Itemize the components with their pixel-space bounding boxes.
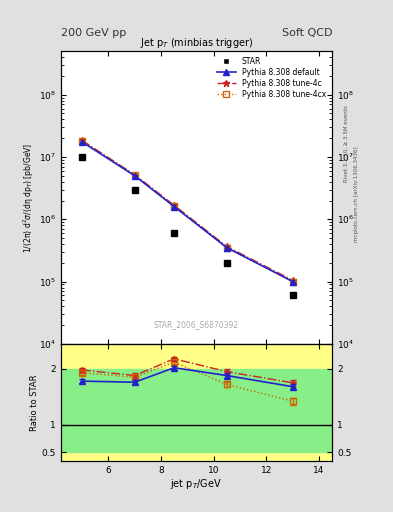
Legend: STAR, Pythia 8.308 default, Pythia 8.308 tune-4c, Pythia 8.308 tune-4cx: STAR, Pythia 8.308 default, Pythia 8.308… — [214, 55, 328, 101]
Title: Jet p$_T$ (minbias trigger): Jet p$_T$ (minbias trigger) — [140, 36, 253, 50]
Pythia 8.308 default — [224, 245, 229, 251]
Pythia 8.308 default — [132, 173, 137, 179]
STAR — [80, 154, 84, 160]
Text: Rivet 3.1.10, ≥ 3.5M events: Rivet 3.1.10, ≥ 3.5M events — [344, 105, 349, 182]
Line: Pythia 8.308 tune-4cx: Pythia 8.308 tune-4cx — [79, 138, 296, 284]
Text: STAR_2006_S6870392: STAR_2006_S6870392 — [154, 320, 239, 329]
Y-axis label: 1/(2π) d$^2σ$/(dη dp$_T$) [pb/GeV]: 1/(2π) d$^2σ$/(dη dp$_T$) [pb/GeV] — [22, 142, 36, 252]
Pythia 8.308 default — [290, 279, 295, 285]
Pythia 8.308 tune-4c — [172, 202, 176, 208]
Text: Soft QCD: Soft QCD — [282, 28, 332, 38]
Pythia 8.308 tune-4cx — [172, 203, 176, 209]
Pythia 8.308 default — [172, 203, 176, 209]
STAR — [172, 230, 176, 236]
Text: mcplots.cern.ch [arXiv:1306.3436]: mcplots.cern.ch [arXiv:1306.3436] — [354, 147, 359, 242]
Pythia 8.308 tune-4cx — [132, 172, 137, 178]
Bar — [61, 369, 332, 453]
Line: Pythia 8.308 tune-4c: Pythia 8.308 tune-4c — [79, 137, 296, 284]
Y-axis label: Ratio to STAR: Ratio to STAR — [30, 374, 39, 431]
Bar — [61, 344, 332, 461]
Text: 200 GeV pp: 200 GeV pp — [61, 28, 126, 38]
Line: STAR: STAR — [79, 154, 296, 299]
STAR — [132, 186, 137, 193]
Pythia 8.308 default — [80, 139, 84, 145]
Pythia 8.308 tune-4cx — [290, 279, 295, 285]
Pythia 8.308 tune-4cx — [224, 245, 229, 251]
STAR — [290, 292, 295, 298]
Pythia 8.308 tune-4c — [80, 137, 84, 143]
Pythia 8.308 tune-4c — [290, 277, 295, 283]
Line: Pythia 8.308 default: Pythia 8.308 default — [79, 139, 296, 284]
X-axis label: jet p$_T$/GeV: jet p$_T$/GeV — [171, 477, 222, 492]
STAR — [224, 260, 229, 266]
Pythia 8.308 tune-4c — [224, 243, 229, 249]
Pythia 8.308 tune-4cx — [80, 138, 84, 144]
Pythia 8.308 tune-4c — [132, 172, 137, 178]
